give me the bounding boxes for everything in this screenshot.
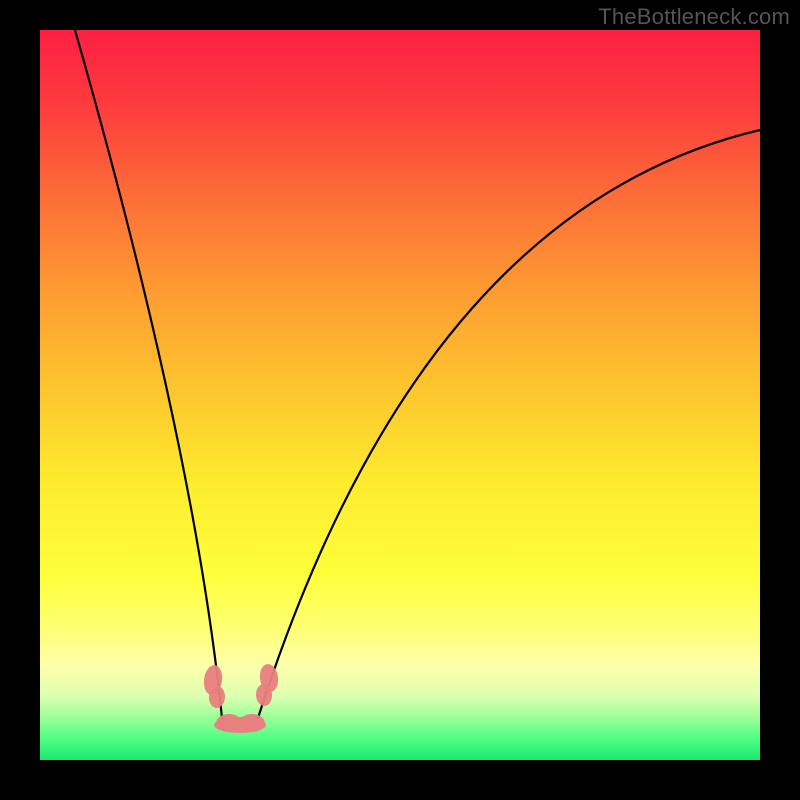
plot-background (40, 30, 760, 760)
watermark-text: TheBottleneck.com (598, 4, 790, 30)
bottleneck-chart (0, 0, 800, 800)
marker-blob (214, 717, 266, 733)
chart-container: TheBottleneck.com (0, 0, 800, 800)
